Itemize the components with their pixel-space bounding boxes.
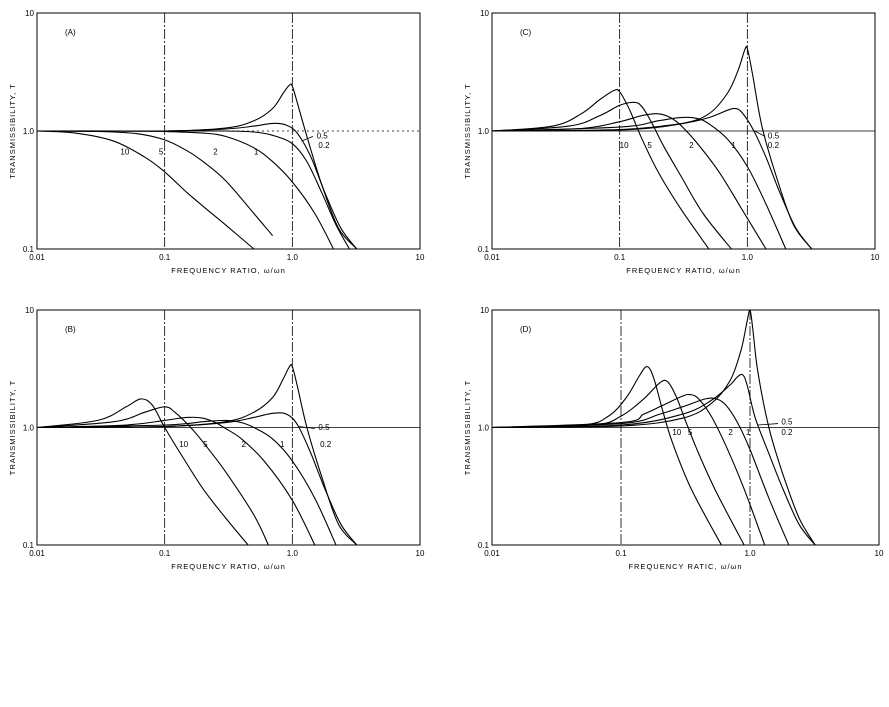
curve-label: 1	[731, 141, 736, 150]
series-line-2	[491, 113, 767, 250]
y-tick-label: 0.1	[23, 541, 35, 550]
curve-label: 2	[689, 141, 694, 150]
series-line-10	[36, 398, 249, 546]
series-line-0-2	[36, 83, 358, 250]
curve-label: 0.5	[318, 423, 330, 432]
curve-label: 5	[203, 440, 208, 449]
curve-label: 0.2	[318, 141, 330, 150]
x-tick-label: 1.0	[744, 549, 756, 558]
y-tick-label: 1.0	[23, 424, 35, 433]
curve-label: 1	[254, 148, 259, 157]
x-tick-label: 10	[416, 549, 425, 558]
x-axis-label: FREQUENCY RATIO, ω/ωn	[171, 562, 286, 571]
x-tick-label: 0.01	[29, 253, 45, 262]
y-tick-label: 10	[25, 9, 34, 18]
series-line-2	[36, 130, 334, 250]
series-line-5	[491, 101, 732, 250]
y-tick-label: 1.0	[478, 127, 490, 136]
series-line-2	[36, 416, 316, 546]
label-leader-line	[301, 136, 314, 142]
y-axis-label: TRANSMISSIBILITY, T	[8, 83, 17, 178]
curve-label: 1	[746, 428, 751, 437]
series-line-0-2	[491, 45, 813, 250]
y-tick-label: 1.0	[23, 127, 35, 136]
curve-label: 0.2	[768, 141, 780, 150]
y-tick-label: 10	[480, 306, 489, 315]
label-leader-line	[757, 423, 779, 426]
series-line-0-2	[36, 363, 358, 546]
curve-label: 1	[280, 440, 285, 449]
x-axis-label: FREQUENCY RATIO, ω/ωn	[171, 266, 286, 275]
y-axis-label: TRANSMISSIBILITY, T	[463, 380, 472, 475]
curve-label: 0.2	[781, 428, 793, 437]
x-tick-label: 0.1	[159, 549, 171, 558]
series-line-0-2	[491, 309, 816, 546]
y-axis-label: TRANSMISSIBILITY, T	[8, 380, 17, 475]
y-tick-label: 0.1	[478, 245, 490, 254]
series-line-10	[491, 88, 710, 250]
y-tick-label: 10	[480, 9, 489, 18]
series-line-5	[36, 130, 274, 236]
panel-label: (C)	[520, 28, 531, 37]
y-tick-label: 0.1	[23, 245, 35, 254]
x-tick-label: 1.0	[287, 253, 299, 262]
x-tick-label: 10	[416, 253, 425, 262]
x-tick-label: 10	[871, 253, 880, 262]
label-leader-line	[298, 426, 315, 429]
x-tick-label: 0.01	[484, 549, 500, 558]
curve-label: 2	[728, 428, 733, 437]
x-tick-label: 1.0	[742, 253, 754, 262]
y-tick-label: 0.1	[478, 541, 490, 550]
y-tick-label: 10	[25, 306, 34, 315]
y-tick-label: 1.0	[478, 424, 490, 433]
label-leader-line	[752, 129, 766, 137]
series-line-1	[37, 130, 350, 250]
series-line-10	[36, 130, 255, 250]
y-axis-label: TRANSMISSIBILITY, T	[463, 83, 472, 178]
curve-label: 10	[179, 440, 188, 449]
x-axis-label: FREQUENCY RATIC, ω/ωn	[628, 562, 742, 571]
curve-label: 5	[688, 428, 693, 437]
curve-label: 0.5	[781, 418, 793, 427]
x-tick-label: 0.01	[29, 549, 45, 558]
x-axis-label: FREQUENCY RATIO, ω/ωn	[626, 266, 741, 275]
x-tick-label: 1.0	[287, 549, 299, 558]
curve-label: 5	[647, 141, 652, 150]
series-line-10	[491, 365, 722, 546]
panel-label: (A)	[65, 28, 76, 37]
x-tick-label: 10	[875, 549, 884, 558]
curve-label: 2	[242, 440, 247, 449]
series-line-2	[491, 393, 766, 546]
curve-label: 10	[120, 148, 129, 157]
series-line-1	[36, 419, 337, 546]
curve-label: 10	[672, 428, 681, 437]
curve-label: 2	[213, 148, 218, 157]
curve-label: 10	[620, 141, 629, 150]
curve-label: 0.5	[317, 132, 329, 141]
series-line-0-5	[491, 373, 816, 546]
x-tick-label: 0.1	[159, 253, 171, 262]
curve-label: 5	[159, 148, 164, 157]
x-tick-label: 0.1	[615, 549, 627, 558]
curve-label: 0.2	[320, 440, 332, 449]
curve-label: 0.5	[768, 132, 780, 141]
panel-label: (D)	[520, 325, 531, 334]
panel-label: (B)	[65, 325, 76, 334]
series-line-1	[491, 116, 787, 250]
series-line-1	[491, 397, 790, 546]
x-tick-label: 0.01	[484, 253, 500, 262]
x-tick-label: 0.1	[614, 253, 626, 262]
series-line-5	[491, 379, 745, 546]
